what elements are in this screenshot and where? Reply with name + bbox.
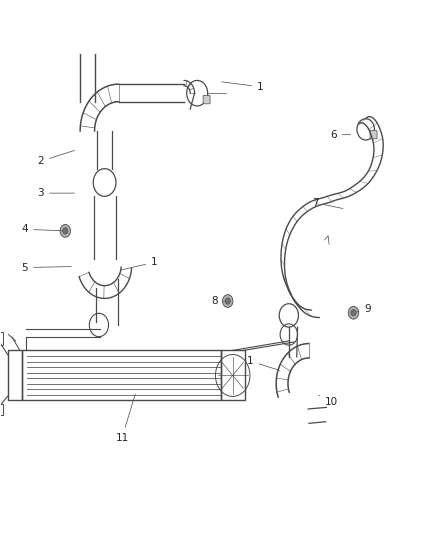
Text: 5: 5 (21, 263, 71, 272)
Bar (0, 403, 3, 415)
Bar (0, 332, 3, 345)
Circle shape (60, 224, 71, 237)
FancyBboxPatch shape (203, 95, 210, 104)
Text: 9: 9 (356, 304, 371, 314)
FancyBboxPatch shape (370, 131, 377, 139)
Text: 7: 7 (312, 198, 343, 208)
Text: 3: 3 (38, 188, 74, 198)
Bar (8, 351, 21, 400)
Text: 1: 1 (120, 257, 158, 270)
Text: 1: 1 (222, 82, 264, 92)
Circle shape (63, 228, 68, 234)
Bar (21, 351, 221, 400)
Text: 4: 4 (21, 224, 63, 235)
Text: 8: 8 (211, 296, 225, 306)
Text: 11: 11 (116, 394, 135, 443)
Text: 10: 10 (318, 395, 338, 407)
Bar (221, 351, 245, 400)
Text: 1: 1 (247, 356, 279, 370)
Circle shape (348, 306, 359, 319)
Text: 6: 6 (330, 130, 351, 140)
Circle shape (225, 298, 230, 304)
Circle shape (351, 310, 356, 316)
Text: 2: 2 (38, 150, 74, 166)
Circle shape (223, 295, 233, 308)
